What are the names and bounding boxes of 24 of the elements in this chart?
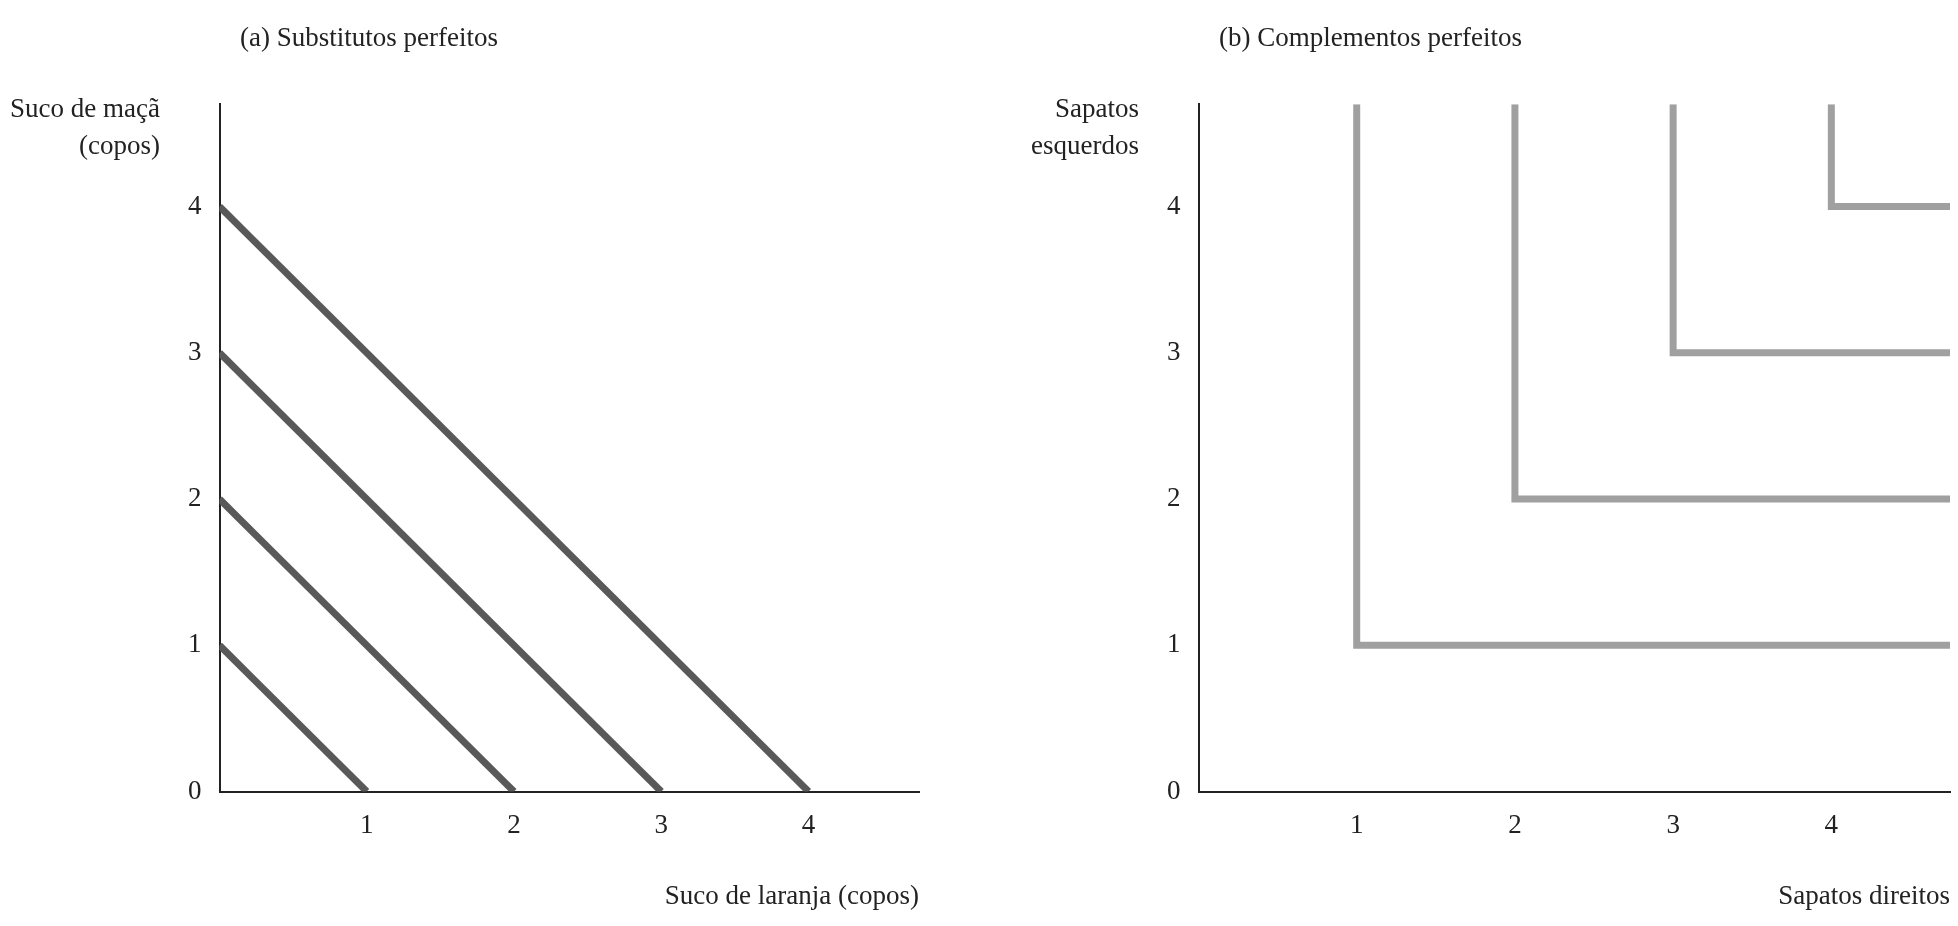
x-tick-label: 1 [1349, 808, 1364, 839]
chart-title: (a) Substitutos perfeitos [240, 22, 498, 53]
y-axis-title: Suco de maçã (copos) [9, 92, 160, 162]
y-tick-label: 3 [1167, 335, 1181, 366]
y-tick-label: 4 [188, 189, 202, 220]
y-tick-label: 3 [188, 335, 202, 366]
x-tick-label: 2 [507, 808, 521, 839]
y-tick-label: 1 [188, 628, 202, 659]
y-tick-label: 0 [188, 774, 202, 805]
y-tick-label: 0 [1167, 774, 1181, 805]
chart-title: (b) Complementos perfeitos [1219, 22, 1522, 53]
x-tick-label: 3 [654, 808, 669, 839]
y-tick-label: 1 [1167, 628, 1181, 659]
x-tick-label: 1 [360, 808, 374, 839]
y-tick-label: 4 [1167, 189, 1181, 220]
x-tick-label: 3 [1666, 808, 1680, 839]
x-tick-label: 4 [1824, 808, 1839, 839]
x-axis-title: Suco de laranja (copos) [664, 880, 919, 911]
x-axis-title: Sapatos direitos [1778, 880, 1950, 911]
y-axis-title: Sapatos esquerdos [1030, 92, 1139, 162]
x-tick-label: 2 [1508, 808, 1522, 839]
y-tick-label: 2 [1167, 482, 1181, 513]
y-tick-label: 2 [188, 482, 202, 513]
x-tick-label: 4 [801, 808, 816, 839]
